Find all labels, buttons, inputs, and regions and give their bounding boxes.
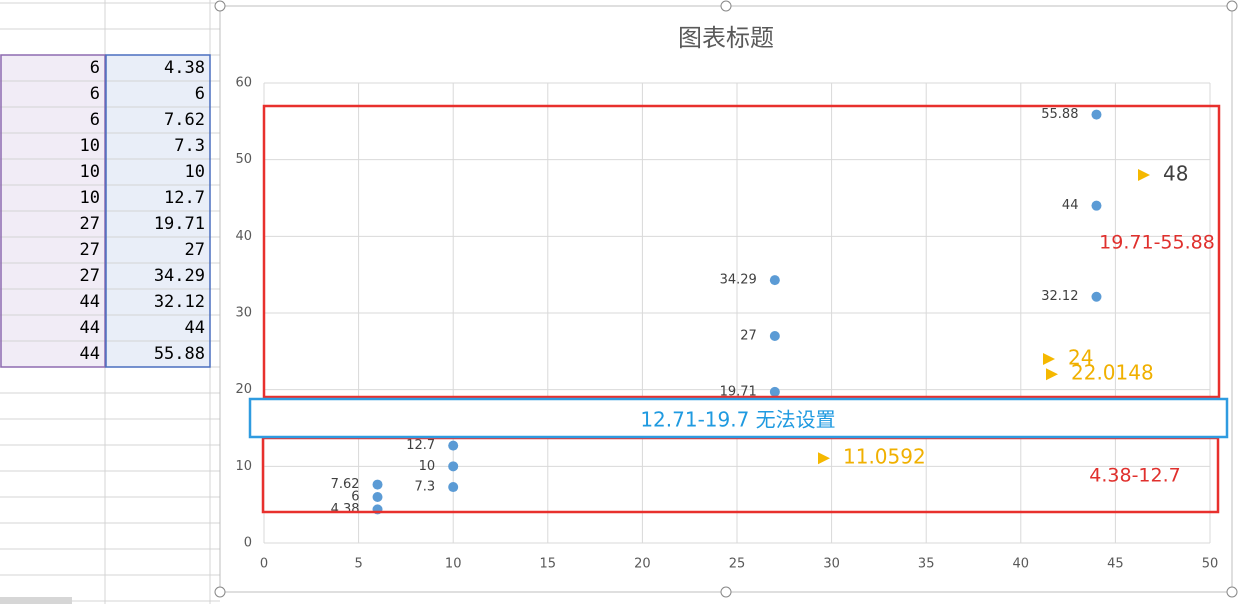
x-tick-label: 50 [1202, 557, 1219, 572]
note-box [248, 397, 1229, 439]
cell: 6 [90, 84, 100, 104]
arrow-label: 48 [1163, 162, 1188, 186]
point [1091, 291, 1102, 302]
cell: 10 [185, 162, 205, 182]
selection [0, 54, 106, 368]
point [1091, 109, 1102, 120]
x-tick-label: 10 [445, 557, 462, 572]
y-tick-label: 30 [235, 306, 252, 321]
data-label: 7.62 [331, 477, 360, 492]
arrow-head [1046, 368, 1058, 381]
range-label: 4.38-12.7 [1089, 465, 1180, 487]
point [372, 479, 383, 490]
y-tick-label: 60 [235, 76, 252, 91]
data-label: 44 [1062, 198, 1079, 213]
cell: 6 [195, 84, 205, 104]
arrow-label: 24 [1068, 346, 1093, 370]
cell: 55.88 [154, 344, 205, 364]
y-tick-label: 40 [235, 229, 252, 244]
chart-title: 图表标题 [678, 24, 774, 52]
point [769, 331, 780, 341]
handle[interactable] [214, 586, 226, 598]
cell: 44 [80, 344, 100, 364]
point [372, 492, 383, 502]
cell: 6 [90, 58, 100, 78]
arrow-head [818, 452, 830, 465]
cell: 4.38 [164, 58, 205, 78]
note: 12.71-19.7 无法设置 [640, 408, 835, 432]
cell: 27 [80, 266, 100, 286]
point [769, 386, 780, 397]
chart-area[interactable] [219, 5, 1233, 593]
spreadsheet: 6 4.38 6 6 6 7.62 10 7.3 10 10 10 12.7 27 19.71 27 27 27… [0, 0, 220, 604]
arrow-label: 11.0592 [843, 445, 926, 469]
y-tick-label: 10 [235, 459, 252, 474]
cell: 19.71 [154, 214, 205, 234]
data-label: 55.88 [1041, 107, 1078, 122]
x-tick-label: 30 [823, 557, 840, 572]
x-tick-label: 35 [918, 557, 935, 572]
cell: 7.3 [174, 136, 205, 156]
x-tick-label: 45 [1107, 557, 1124, 572]
cell: 7.62 [164, 110, 205, 130]
cell: 6 [90, 110, 100, 130]
selection [105, 54, 211, 368]
data-label: 34.29 [720, 273, 757, 288]
range-box [262, 104, 1221, 399]
cell: 12.7 [164, 188, 205, 208]
x-tick-label: 15 [540, 557, 557, 572]
handle[interactable] [720, 0, 732, 12]
data-label: 10 [419, 459, 436, 474]
point [769, 275, 780, 286]
data-label: 6 [351, 490, 359, 505]
resize-handles [214, 0, 1238, 598]
y-tick-label: 20 [235, 382, 252, 397]
cell: 44 [80, 318, 100, 338]
handle[interactable] [720, 586, 732, 598]
point [448, 440, 459, 451]
x-tick-label: 40 [1013, 557, 1030, 572]
point [448, 482, 459, 493]
x-tick-label: 20 [634, 557, 651, 572]
cell: 34.29 [154, 266, 205, 286]
cell: 10 [80, 162, 100, 182]
y-tick-label: 50 [235, 152, 252, 167]
handle[interactable] [1226, 0, 1238, 12]
y-tick-label: 0 [244, 536, 252, 551]
x-tick-label: 5 [354, 557, 362, 572]
x-tick-label: 0 [260, 557, 268, 572]
cell: 44 [185, 318, 205, 338]
arrow-head [1043, 353, 1055, 365]
data-label: 12.7 [406, 438, 435, 453]
data-label: 27 [740, 329, 757, 344]
handle[interactable] [214, 0, 226, 12]
scrollbar[interactable] [0, 597, 72, 604]
handle[interactable] [1226, 586, 1238, 598]
data-label: 32.12 [1041, 289, 1078, 304]
cell: 32.12 [154, 292, 205, 312]
cell: 27 [80, 214, 100, 234]
cell: 27 [80, 240, 100, 260]
point [448, 461, 459, 472]
cell: 27 [185, 240, 205, 260]
data-label: 7.3 [415, 480, 436, 495]
data-label: 19.71 [720, 384, 757, 399]
cell: 10 [80, 136, 100, 156]
cell: 44 [80, 292, 100, 312]
arrow-head [1138, 169, 1150, 181]
arrow-label: 22.0148 [1071, 361, 1154, 385]
range-label: 19.71-55.88 [1099, 232, 1215, 254]
point [1091, 200, 1102, 211]
x-tick-label: 25 [729, 557, 746, 572]
cell: 10 [80, 188, 100, 208]
plot: 0 5 10 15 20 25 30 35 40 45 5001020304050604.3867.… [235, 76, 1218, 572]
